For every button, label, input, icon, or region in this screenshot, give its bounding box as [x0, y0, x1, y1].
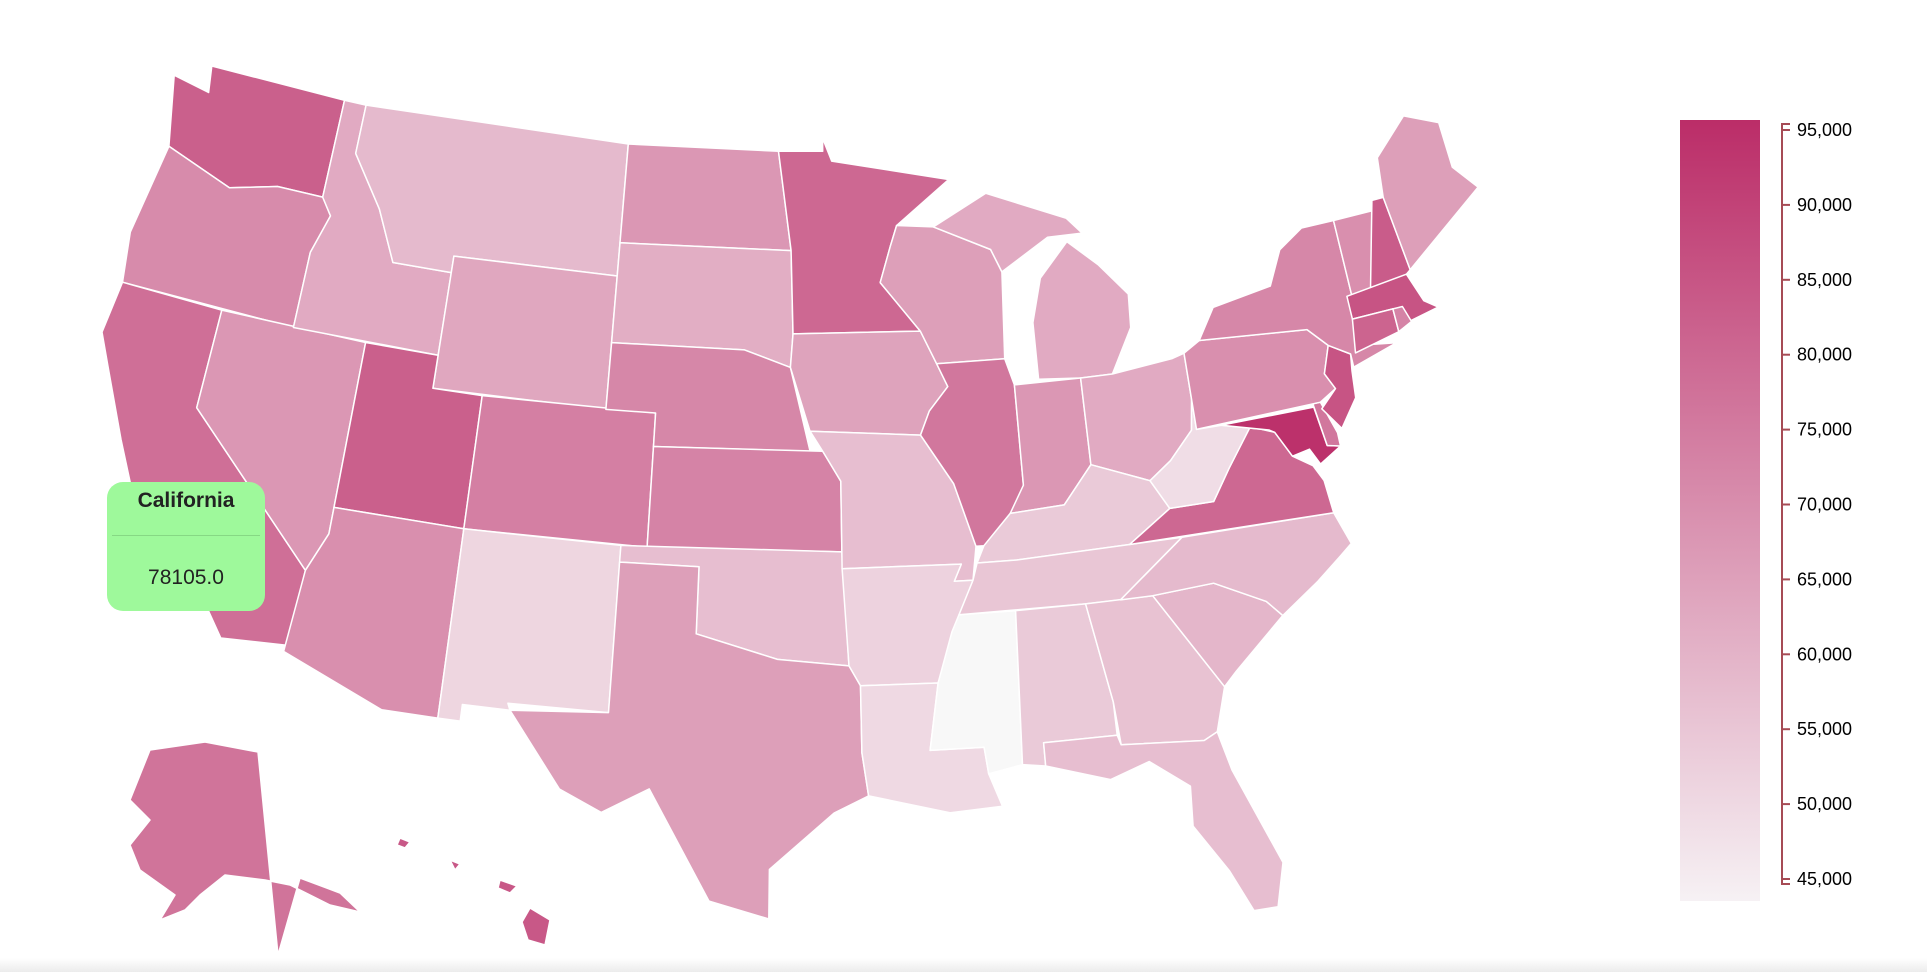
state-ri[interactable] — [1392, 305, 1413, 333]
legend-tick-label: 75,000 — [1797, 420, 1852, 440]
state-wy[interactable] — [432, 255, 618, 411]
state-nm[interactable] — [437, 528, 622, 722]
legend-tick-label: 45,000 — [1797, 869, 1852, 889]
state-tx[interactable] — [509, 561, 870, 920]
states-layer — [101, 65, 1479, 956]
tooltip-divider — [112, 535, 260, 536]
state-mt[interactable] — [354, 104, 630, 277]
state-hi[interactable] — [396, 837, 411, 849]
state-nd[interactable] — [619, 143, 792, 252]
legend-tick-label: 80,000 — [1797, 345, 1852, 365]
state-co[interactable] — [463, 394, 657, 548]
state-ia[interactable] — [789, 330, 949, 436]
tooltip-value: 78105.0 — [148, 566, 224, 589]
state-hi[interactable] — [497, 879, 518, 894]
state-mi[interactable] — [932, 192, 1083, 273]
legend-tick-label: 85,000 — [1797, 270, 1852, 290]
state-ak[interactable] — [129, 741, 361, 956]
tooltip: California 78105.0 — [107, 482, 265, 611]
state-me[interactable] — [1376, 115, 1479, 271]
legend-tick-label: 70,000 — [1797, 495, 1852, 515]
legend-color-bar — [1680, 120, 1760, 901]
legend-axis: 95,000 90,000 85,000 80,000 75,000 70,000 65,0… — [1781, 120, 1852, 889]
state-hi[interactable] — [449, 859, 461, 871]
legend-tick-label: 50,000 — [1797, 794, 1852, 814]
state-mi[interactable] — [1032, 240, 1132, 380]
tooltip-state-name: California — [137, 489, 235, 512]
state-hi[interactable] — [521, 907, 551, 946]
legend-tick-label: 65,000 — [1797, 569, 1852, 589]
legend-tick-label: 60,000 — [1797, 644, 1852, 664]
state-ks[interactable] — [646, 445, 843, 553]
state-nj[interactable] — [1321, 344, 1357, 430]
window-bottom-edge — [0, 958, 1927, 972]
state-fl[interactable] — [1042, 731, 1284, 912]
legend-tick-label: 55,000 — [1797, 719, 1852, 739]
state-il[interactable] — [919, 358, 1025, 548]
legend-tick-label: 95,000 — [1797, 120, 1852, 140]
color-legend: 95,000 90,000 85,000 80,000 75,000 70,000 65,0… — [1680, 120, 1852, 901]
legend-tick-label: 90,000 — [1797, 195, 1852, 215]
